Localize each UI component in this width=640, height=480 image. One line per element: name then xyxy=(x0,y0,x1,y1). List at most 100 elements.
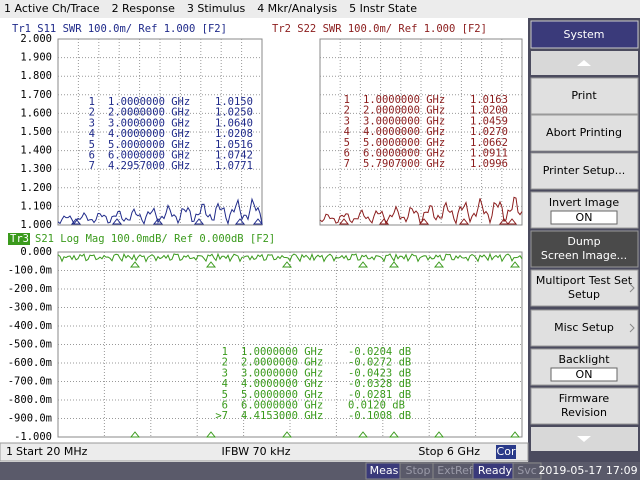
marker-number: 4 xyxy=(344,126,350,138)
marker-value: 1.0771 xyxy=(215,160,253,172)
trace-header: S21 Log Mag 100.0mdB/ Ref 0.000dB [F2] xyxy=(35,233,275,245)
menu-item[interactable]: 1 Active Ch/Trace xyxy=(4,2,100,15)
marker-frequency: 5.0000000 GHz xyxy=(363,137,445,149)
marker-value: 1.0459 xyxy=(470,115,508,127)
state-box xyxy=(550,210,618,225)
marker-symbol xyxy=(70,218,82,225)
trace-badge xyxy=(8,233,30,245)
marker-symbol xyxy=(252,218,264,225)
softkey-button[interactable] xyxy=(530,230,639,268)
marker-number: 1 xyxy=(89,96,95,108)
arrow-down xyxy=(577,436,591,442)
softkey-label: Dump xyxy=(567,235,600,248)
marker-frequency: 6.0000000 GHz xyxy=(363,148,445,160)
marker-number: 2 xyxy=(222,357,228,369)
marker-number: 4 xyxy=(222,378,228,390)
marker-number: 7 xyxy=(89,160,95,172)
marker-frequency: 3.0000000 GHz xyxy=(363,115,445,127)
softkey-label: Abort Printing xyxy=(546,126,622,139)
marker-number: 3 xyxy=(222,367,228,379)
marker-number: 5 xyxy=(222,389,228,401)
marker-number: 2 xyxy=(89,107,95,119)
y-tick-label: 2.000 xyxy=(20,33,52,45)
marker-value: 1.0150 xyxy=(215,96,253,108)
y-tick-label: 1.500 xyxy=(20,126,52,138)
status-item: Meas xyxy=(370,464,399,477)
footer-channel: 1 xyxy=(6,445,13,458)
y-tick-label: -800.0m xyxy=(8,394,52,406)
marker-number: 6 xyxy=(222,400,228,412)
y-tick-label: -500.0m xyxy=(8,339,52,351)
trace-header: Tr1 S11 SWR 100.0m/ Ref 1.000 [F2] xyxy=(12,23,227,35)
marker-frequency: 4.0000000 GHz xyxy=(241,378,323,390)
marker-frequency: 1.0000000 GHz xyxy=(108,96,190,108)
y-tick-label: 1.200 xyxy=(20,182,52,194)
marker-symbol xyxy=(281,431,293,438)
trace xyxy=(57,252,523,263)
softkey-button[interactable] xyxy=(530,387,639,425)
marker-symbol xyxy=(357,261,369,268)
submenu-arrow xyxy=(629,323,635,333)
y-tick-label: 1.300 xyxy=(20,163,52,175)
arrow-up xyxy=(577,60,591,66)
y-tick-label: -1.000 xyxy=(14,431,52,443)
marker-frequency: 4.2957000 GHz xyxy=(108,160,190,172)
marker-frequency: 4.0000000 GHz xyxy=(108,128,190,140)
marker-number: 7 xyxy=(344,158,350,170)
status-item: Svc xyxy=(517,464,537,477)
marker-number: >7 xyxy=(215,410,228,422)
marker-symbol xyxy=(152,218,164,225)
softkey-button[interactable] xyxy=(530,114,639,152)
state-box xyxy=(550,367,618,382)
softkey-button[interactable] xyxy=(530,309,639,347)
footer-stop: Stop 6 GHz xyxy=(418,445,480,458)
marker-frequency: 5.0000000 GHz xyxy=(241,389,323,401)
softkey-title: System xyxy=(563,28,604,41)
y-tick-label: 1.000 xyxy=(20,219,52,231)
menu-item[interactable]: 2 Response xyxy=(112,2,176,15)
marker-symbol xyxy=(506,218,518,225)
marker-symbol xyxy=(498,218,510,225)
trace-header: Tr2 S22 SWR 100.0m/ Ref 1.000 [F2] xyxy=(272,23,487,35)
footer-start: Start 20 MHz xyxy=(16,445,88,458)
menu-item[interactable]: 3 Stimulus xyxy=(187,2,246,15)
marker-frequency: 1.0000000 GHz xyxy=(363,94,445,106)
softkey-label: Firmware xyxy=(559,392,610,405)
y-tick-label: 1.900 xyxy=(20,52,52,64)
marker-symbol xyxy=(205,431,217,438)
marker-symbol xyxy=(357,431,369,438)
marker-value: 1.0662 xyxy=(470,137,508,149)
y-tick-label: 1.600 xyxy=(20,107,52,119)
marker-value: -0.0328 dB xyxy=(348,378,411,390)
softkey-button[interactable] xyxy=(530,77,639,115)
marker-symbol xyxy=(205,261,217,268)
marker-value: 1.0270 xyxy=(470,126,508,138)
status-item: ExtRef xyxy=(437,464,474,477)
marker-symbol xyxy=(509,261,521,268)
marker-value: 1.0640 xyxy=(215,117,253,129)
y-tick-label: 1.700 xyxy=(20,89,52,101)
marker-frequency: 4.4153000 GHz xyxy=(241,410,323,422)
marker-frequency: 1.0000000 GHz xyxy=(241,346,323,358)
trace-badge-label: Tr3 xyxy=(10,233,29,245)
softkey-label: Multiport Test Set xyxy=(536,274,633,287)
marker-symbol xyxy=(418,218,430,225)
y-tick-label: 1.100 xyxy=(20,200,52,212)
softkey-button[interactable] xyxy=(530,269,639,307)
marker-number: 6 xyxy=(89,150,95,162)
footer-ifbw: IFBW 70 kHz xyxy=(221,445,290,458)
softkey-label: Screen Image... xyxy=(541,249,627,262)
softkey-button[interactable] xyxy=(530,152,639,190)
softkey-label: Revision xyxy=(561,406,607,419)
softkey-label: Printer Setup... xyxy=(543,164,626,177)
marker-number: 5 xyxy=(89,139,95,151)
menu-item[interactable]: 4 Mkr/Analysis xyxy=(257,2,337,15)
marker-frequency: 6.0000000 GHz xyxy=(108,150,190,162)
marker-value: -0.1008 dB xyxy=(348,410,411,422)
marker-number: 5 xyxy=(344,137,350,149)
y-tick-label: -400.0m xyxy=(8,320,52,332)
submenu-arrow xyxy=(629,283,635,293)
marker-symbol xyxy=(234,218,246,225)
menu-item[interactable]: 5 Instr State xyxy=(349,2,417,15)
